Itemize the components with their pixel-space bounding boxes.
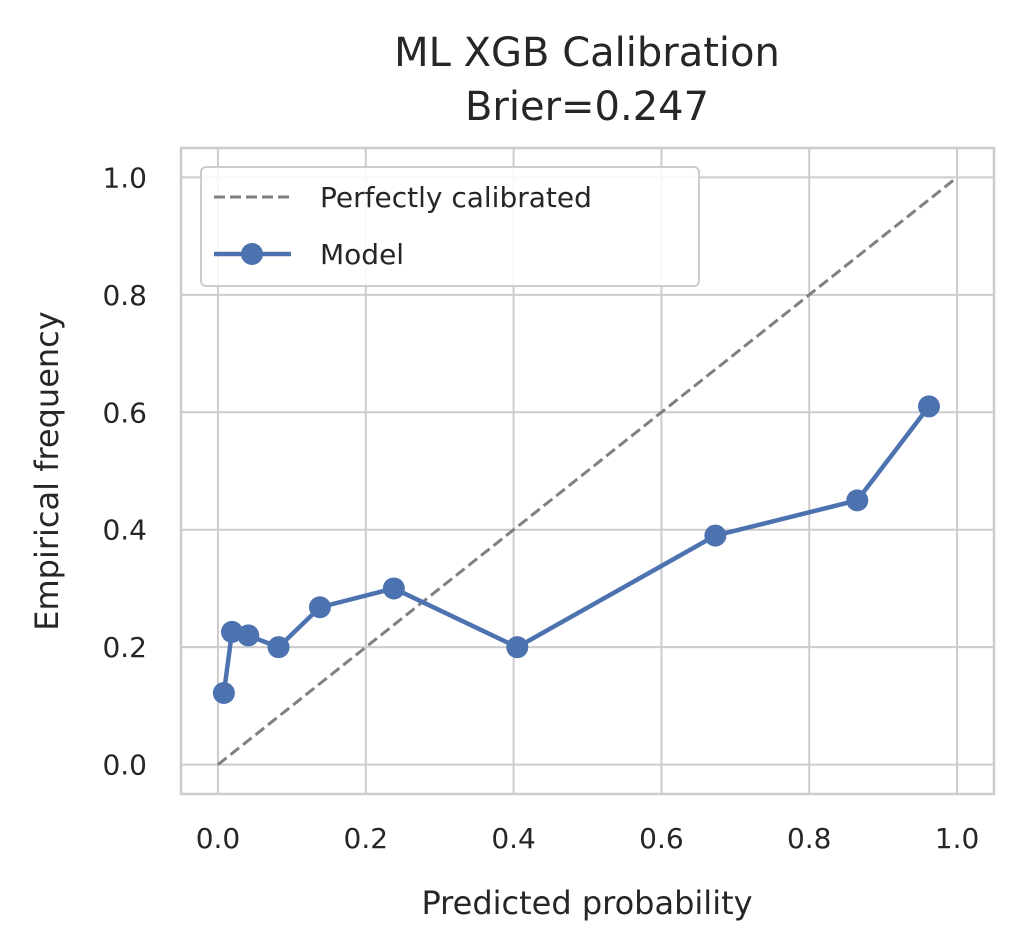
x-tick-label: 0.2 — [344, 822, 389, 855]
y-tick-label: 0.4 — [102, 514, 147, 547]
x-tick-label: 0.6 — [639, 822, 684, 855]
legend-marker-model — [241, 243, 263, 265]
legend-label-model: Model — [320, 238, 404, 271]
model-point — [846, 489, 869, 512]
chart-title: ML XGB Calibration — [394, 30, 780, 76]
model-line — [221, 405, 931, 694]
y-tick-label: 0.2 — [102, 631, 147, 664]
perfectly-calibrated-line — [217, 176, 958, 766]
x-tick-label: 0.8 — [787, 822, 832, 855]
model-point — [917, 395, 940, 418]
x-tick-label: 0.4 — [491, 822, 536, 855]
y-axis-label: Empirical frequency — [28, 311, 66, 630]
x-tick-labels: 0.0 0.2 0.4 0.6 0.8 1.0 — [196, 822, 980, 855]
model-point — [212, 681, 235, 704]
legend-label-perfectly-calibrated: Perfectly calibrated — [320, 181, 592, 214]
x-axis-label: Predicted probability — [421, 884, 752, 922]
series-layer — [212, 176, 958, 766]
model-point — [382, 577, 405, 600]
y-tick-label: 0.0 — [102, 749, 147, 782]
model-point — [237, 624, 260, 647]
model-point — [308, 596, 331, 619]
model-point — [506, 636, 529, 659]
y-tick-label: 0.6 — [102, 396, 147, 429]
x-tick-label: 0.0 — [196, 822, 241, 855]
y-tick-label: 1.0 — [102, 161, 147, 194]
model-point — [704, 524, 727, 547]
chart-subtitle: Brier=0.247 — [465, 84, 709, 130]
y-tick-labels: 0.0 0.2 0.4 0.6 0.8 1.0 — [102, 161, 147, 781]
legend: Perfectly calibrated Model — [200, 166, 700, 287]
legend-box — [200, 166, 700, 287]
model-point — [267, 636, 290, 659]
y-tick-label: 0.8 — [102, 279, 147, 312]
plot-frame — [179, 146, 996, 796]
x-tick-label: 1.0 — [935, 822, 980, 855]
